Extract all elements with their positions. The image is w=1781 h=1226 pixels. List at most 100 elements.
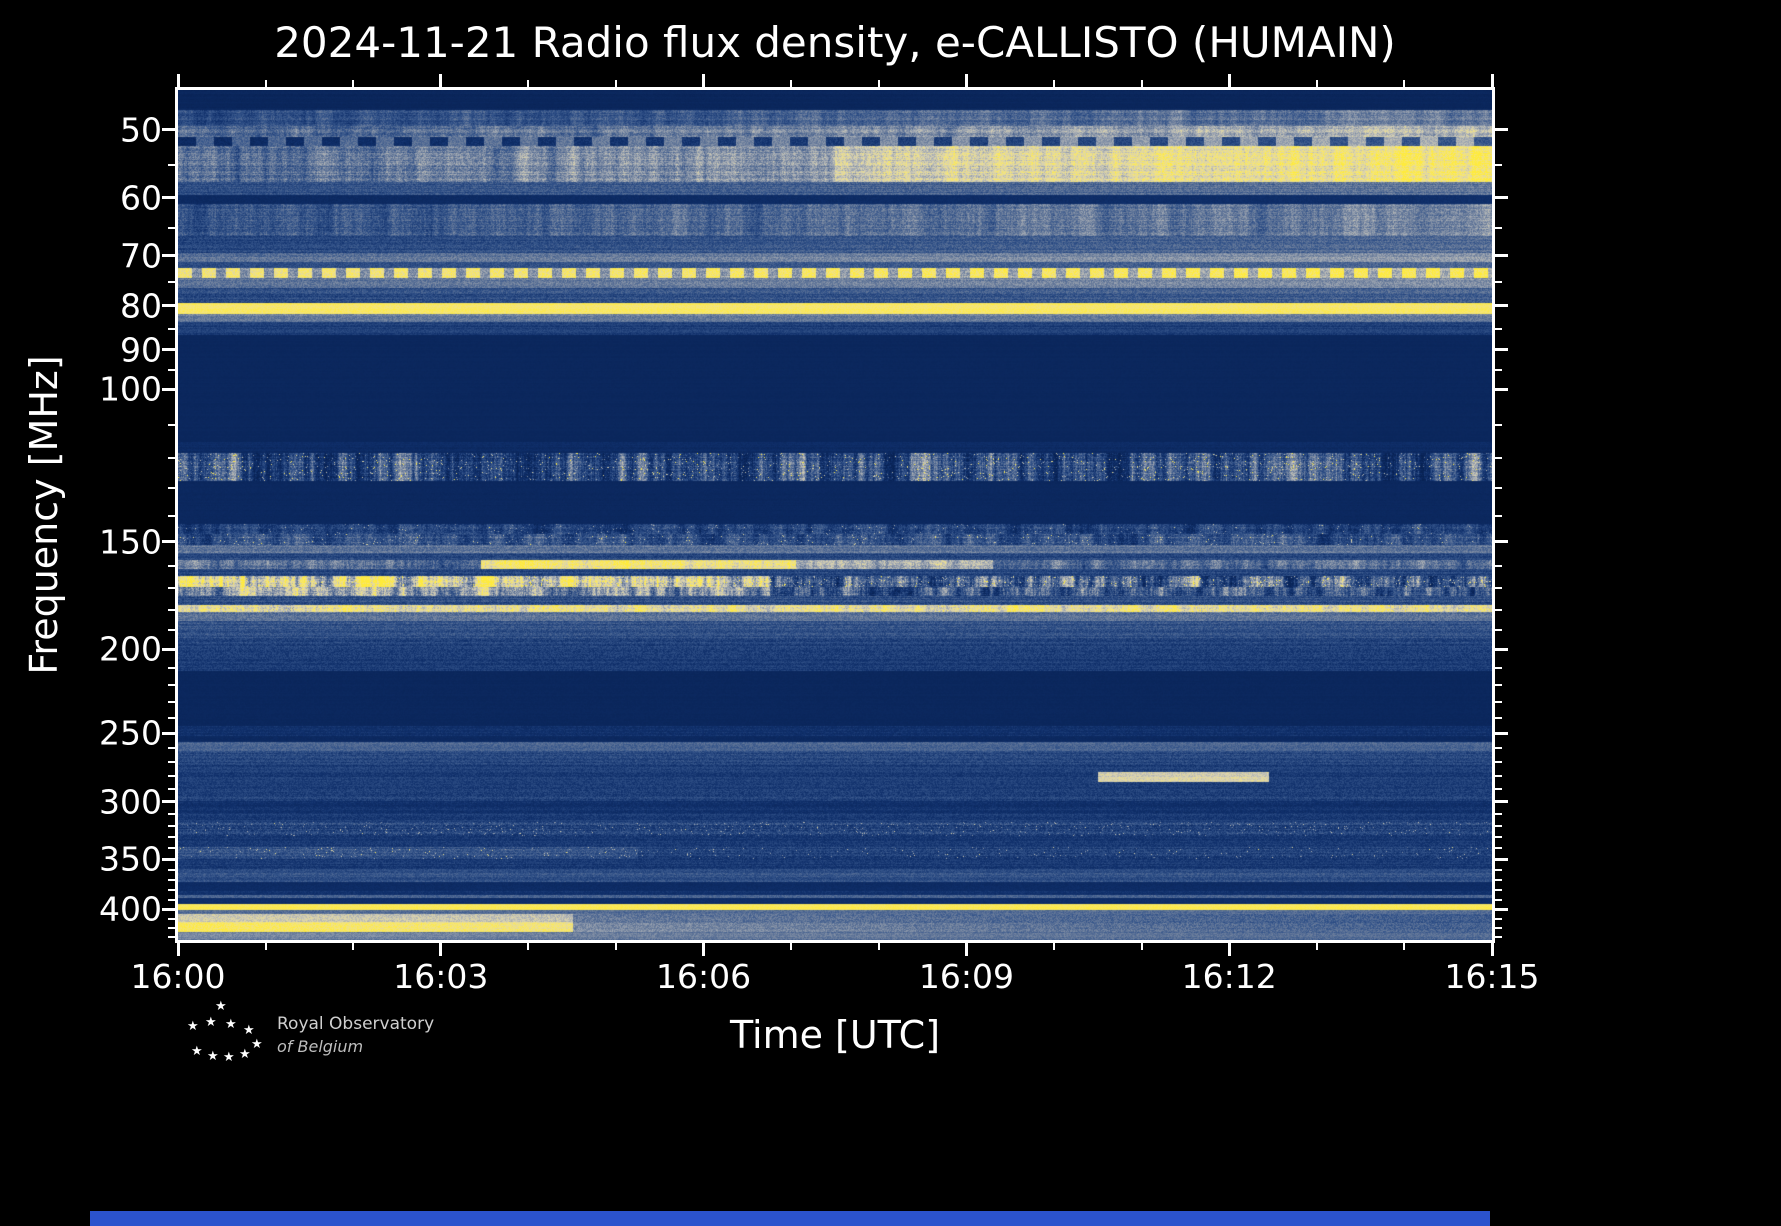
x-minor-tick bbox=[264, 80, 267, 87]
y-minor-tick bbox=[168, 700, 175, 703]
y-minor-tick bbox=[168, 836, 175, 839]
y-minor-tick bbox=[168, 164, 175, 167]
y-minor-tick bbox=[1495, 629, 1502, 632]
y-tick-label: 250 bbox=[99, 713, 162, 753]
y-major-tick bbox=[1495, 254, 1508, 258]
x-axis-label: Time [UTC] bbox=[729, 1013, 941, 1057]
y-major-tick bbox=[1495, 387, 1508, 391]
x-tick-label: 16:00 bbox=[130, 957, 226, 996]
x-minor-tick bbox=[877, 943, 880, 950]
y-minor-tick bbox=[168, 935, 175, 938]
x-tick-label: 16:15 bbox=[1444, 957, 1540, 996]
y-minor-tick bbox=[1495, 666, 1502, 669]
x-minor-tick bbox=[877, 80, 880, 87]
y-tick-label: 80 bbox=[120, 286, 162, 326]
y-minor-tick bbox=[1495, 868, 1502, 871]
y-minor-tick bbox=[1495, 935, 1502, 938]
rob-logo: ★ ★ ★ ★ ★ ★ ★ ★ ★ ★ Royal Observatory of Belgium bbox=[185, 1000, 605, 1080]
x-major-tick bbox=[176, 74, 180, 87]
x-major-tick bbox=[176, 943, 180, 956]
y-minor-tick bbox=[1495, 824, 1502, 827]
y-minor-tick bbox=[168, 226, 175, 229]
y-minor-tick bbox=[168, 486, 175, 489]
x-minor-tick bbox=[1403, 80, 1406, 87]
y-minor-tick bbox=[168, 587, 175, 590]
y-minor-tick bbox=[1495, 926, 1502, 929]
y-major-tick bbox=[162, 647, 175, 651]
y-minor-tick bbox=[168, 926, 175, 929]
y-major-tick bbox=[162, 731, 175, 735]
y-tick-label: 200 bbox=[99, 629, 162, 669]
y-minor-tick bbox=[168, 898, 175, 901]
x-major-tick bbox=[964, 943, 968, 956]
y-major-tick bbox=[162, 857, 175, 861]
star-icon: ★ bbox=[187, 1019, 199, 1034]
y-major-tick bbox=[1495, 304, 1508, 308]
y-tick-label: 90 bbox=[120, 330, 162, 370]
x-tick-label: 16:06 bbox=[656, 957, 752, 996]
x-minor-tick bbox=[352, 943, 355, 950]
rob-logo-stars: ★ ★ ★ ★ ★ ★ ★ ★ ★ ★ bbox=[185, 1000, 269, 1064]
star-icon: ★ bbox=[205, 1015, 217, 1030]
x-major-tick bbox=[702, 74, 706, 87]
y-major-tick bbox=[162, 196, 175, 200]
y-minor-tick bbox=[1495, 486, 1502, 489]
x-tick-label: 16:12 bbox=[1181, 957, 1277, 996]
x-minor-tick bbox=[1403, 943, 1406, 950]
y-minor-tick bbox=[168, 666, 175, 669]
x-minor-tick bbox=[527, 80, 530, 87]
y-minor-tick bbox=[1495, 684, 1502, 687]
star-icon: ★ bbox=[225, 1017, 237, 1032]
bottom-strip bbox=[90, 1211, 1490, 1226]
x-major-tick bbox=[1227, 943, 1231, 956]
y-minor-tick bbox=[168, 774, 175, 777]
tick-layer bbox=[162, 74, 1508, 956]
y-minor-tick bbox=[1495, 514, 1502, 517]
x-major-tick bbox=[439, 74, 443, 87]
y-minor-tick bbox=[168, 280, 175, 283]
x-minor-tick bbox=[264, 943, 267, 950]
x-tick-label: 16:09 bbox=[918, 957, 1014, 996]
y-major-tick bbox=[162, 254, 175, 258]
y-major-tick bbox=[162, 907, 175, 911]
y-minor-tick bbox=[1495, 608, 1502, 611]
star-icon: ★ bbox=[251, 1037, 263, 1052]
y-major-tick bbox=[1495, 540, 1508, 544]
y-tick-label: 50 bbox=[120, 110, 162, 149]
y-minor-tick bbox=[1495, 847, 1502, 850]
y-minor-tick bbox=[168, 608, 175, 611]
y-major-tick bbox=[1495, 800, 1508, 803]
y-minor-tick bbox=[1495, 716, 1502, 719]
y-tick-label: 100 bbox=[99, 369, 162, 409]
x-minor-tick bbox=[1140, 80, 1143, 87]
star-icon: ★ bbox=[223, 1050, 235, 1065]
x-minor-tick bbox=[1315, 80, 1318, 87]
y-tick-label: 300 bbox=[99, 782, 162, 821]
y-tick-label: 400 bbox=[99, 889, 162, 929]
y-minor-tick bbox=[168, 514, 175, 517]
y-major-tick bbox=[1495, 348, 1508, 352]
y-minor-tick bbox=[168, 812, 175, 815]
y-minor-tick bbox=[1495, 889, 1502, 892]
y-major-tick bbox=[1495, 647, 1508, 651]
y-minor-tick bbox=[168, 327, 175, 330]
y-minor-tick bbox=[1495, 564, 1502, 567]
star-icon: ★ bbox=[215, 999, 227, 1014]
y-major-tick bbox=[1495, 196, 1508, 200]
y-minor-tick bbox=[1495, 760, 1502, 763]
x-major-tick bbox=[1227, 74, 1231, 87]
y-minor-tick bbox=[168, 424, 175, 427]
x-minor-tick bbox=[615, 80, 617, 87]
y-minor-tick bbox=[168, 917, 175, 920]
y-minor-tick bbox=[1495, 879, 1502, 882]
y-minor-tick bbox=[1495, 746, 1502, 749]
y-major-tick bbox=[162, 348, 175, 352]
x-tick-label: 16:03 bbox=[393, 957, 489, 996]
y-minor-tick bbox=[168, 824, 175, 827]
y-minor-tick bbox=[1495, 787, 1502, 790]
x-major-tick bbox=[702, 943, 706, 956]
y-axis-label: Frequency [MHz] bbox=[22, 355, 66, 675]
y-major-tick bbox=[162, 304, 175, 308]
y-minor-tick bbox=[168, 879, 175, 882]
y-minor-tick bbox=[168, 369, 175, 372]
